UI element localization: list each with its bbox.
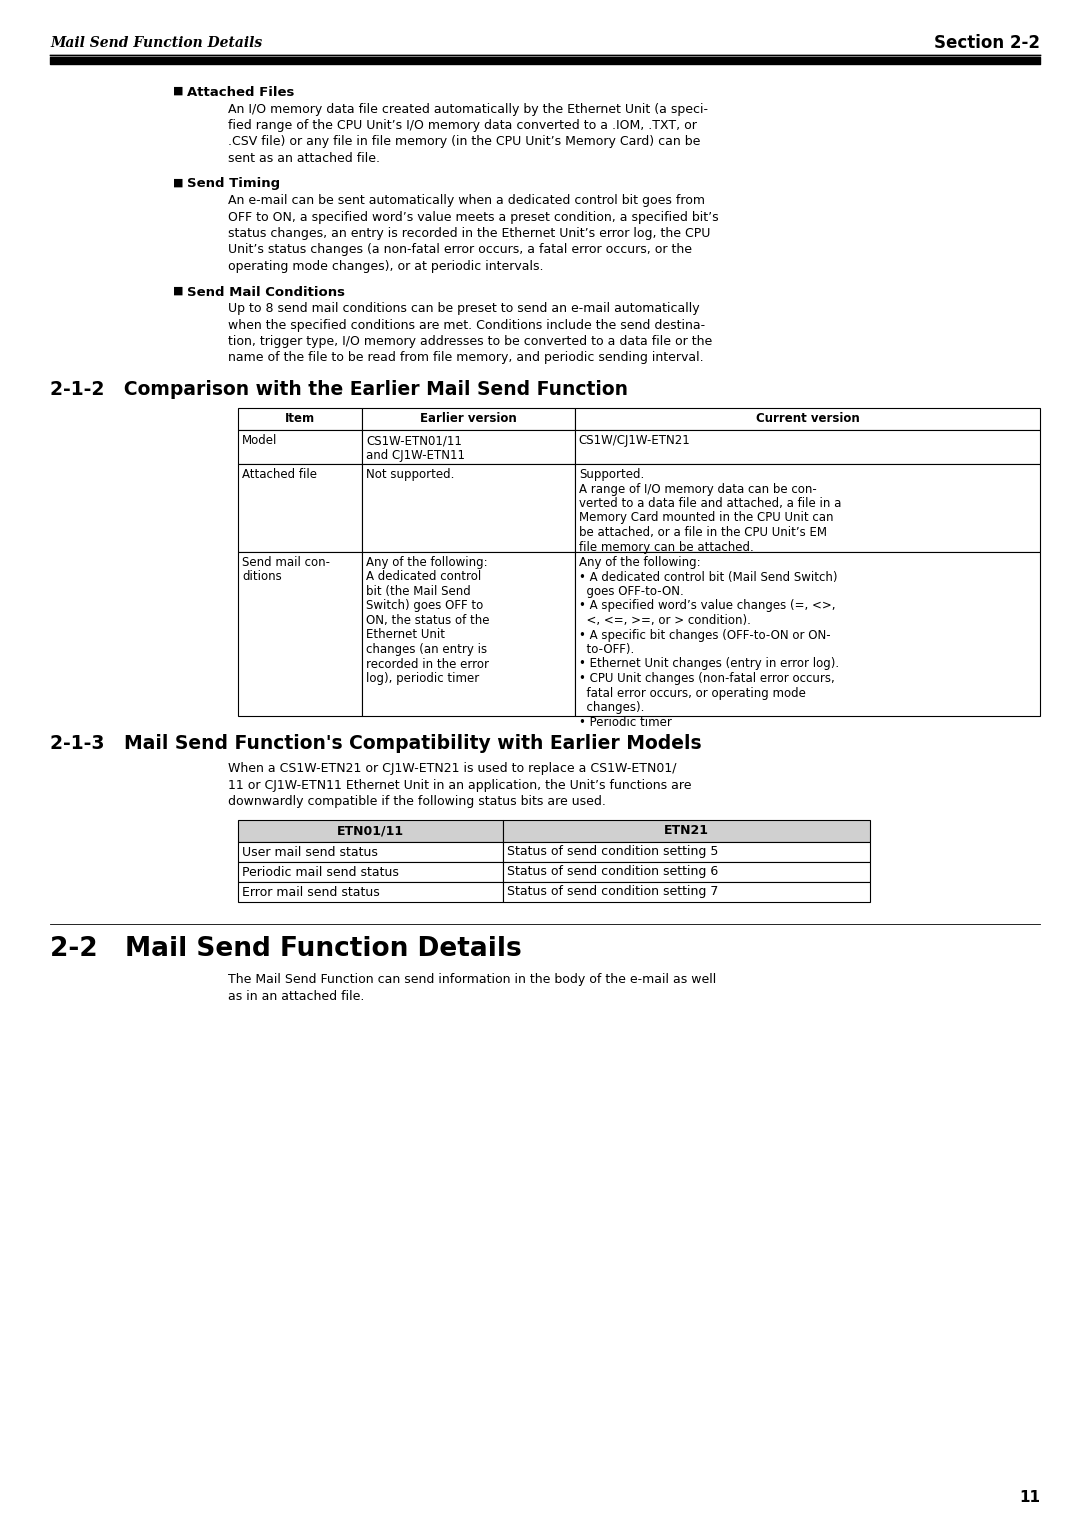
Text: Any of the following:: Any of the following: bbox=[366, 556, 488, 568]
Text: fied range of the CPU Unit’s I/O memory data converted to a .IOM, .TXT, or: fied range of the CPU Unit’s I/O memory … bbox=[228, 119, 697, 131]
Bar bbox=[238, 819, 503, 842]
Text: Switch) goes OFF to: Switch) goes OFF to bbox=[366, 599, 484, 613]
Text: Earlier version: Earlier version bbox=[420, 413, 517, 425]
Bar bbox=[238, 465, 362, 552]
Text: 11 or CJ1W-ETN11 Ethernet Unit in an application, the Unit’s functions are: 11 or CJ1W-ETN11 Ethernet Unit in an app… bbox=[228, 778, 691, 792]
Bar bbox=[238, 408, 362, 429]
Text: Error mail send status: Error mail send status bbox=[242, 886, 380, 898]
Text: • Periodic timer: • Periodic timer bbox=[579, 715, 672, 729]
Text: Send Mail Conditions: Send Mail Conditions bbox=[187, 286, 345, 298]
Bar bbox=[503, 862, 870, 882]
Text: • A specified word’s value changes (=, <>,: • A specified word’s value changes (=, <… bbox=[579, 599, 835, 613]
Text: sent as an attached file.: sent as an attached file. bbox=[228, 151, 380, 165]
Text: Section 2-2: Section 2-2 bbox=[934, 34, 1040, 52]
Bar bbox=[238, 552, 362, 717]
Text: ON, the status of the: ON, the status of the bbox=[366, 614, 490, 626]
Text: Unit’s status changes (a non-fatal error occurs, a fatal error occurs, or the: Unit’s status changes (a non-fatal error… bbox=[228, 243, 692, 257]
Text: file memory can be attached.: file memory can be attached. bbox=[579, 541, 754, 553]
Text: Item: Item bbox=[285, 413, 315, 425]
Text: tion, trigger type, I/O memory addresses to be converted to a data file or the: tion, trigger type, I/O memory addresses… bbox=[228, 335, 712, 348]
Text: 2-2   Mail Send Function Details: 2-2 Mail Send Function Details bbox=[50, 935, 522, 961]
Text: Status of send condition setting 5: Status of send condition setting 5 bbox=[508, 845, 719, 859]
Text: <, <=, >=, or > condition).: <, <=, >=, or > condition). bbox=[579, 614, 751, 626]
Text: changes (an entry is: changes (an entry is bbox=[366, 643, 487, 656]
Text: • CPU Unit changes (non-fatal error occurs,: • CPU Unit changes (non-fatal error occu… bbox=[579, 672, 835, 685]
Bar bbox=[238, 429, 362, 465]
Text: .CSV file) or any file in file memory (in the CPU Unit’s Memory Card) can be: .CSV file) or any file in file memory (i… bbox=[228, 136, 700, 148]
Text: Send mail con-: Send mail con- bbox=[242, 556, 330, 568]
Text: ■: ■ bbox=[173, 177, 183, 188]
Text: log), periodic timer: log), periodic timer bbox=[366, 672, 480, 685]
Text: Memory Card mounted in the CPU Unit can: Memory Card mounted in the CPU Unit can bbox=[579, 512, 834, 524]
Text: Mail Send Function Details: Mail Send Function Details bbox=[50, 37, 262, 50]
Text: The Mail Send Function can send information in the body of the e-mail as well: The Mail Send Function can send informat… bbox=[228, 973, 716, 987]
Text: Send Timing: Send Timing bbox=[187, 177, 280, 191]
Text: fatal error occurs, or operating mode: fatal error occurs, or operating mode bbox=[579, 686, 806, 700]
Text: bit (the Mail Send: bit (the Mail Send bbox=[366, 585, 471, 597]
Text: ■: ■ bbox=[173, 86, 183, 96]
Text: CS1W/CJ1W-ETN21: CS1W/CJ1W-ETN21 bbox=[579, 434, 690, 448]
Text: Not supported.: Not supported. bbox=[366, 468, 455, 481]
Bar bbox=[503, 819, 870, 842]
Text: 11: 11 bbox=[1020, 1490, 1040, 1505]
Text: When a CS1W-ETN21 or CJ1W-ETN21 is used to replace a CS1W-ETN01/: When a CS1W-ETN21 or CJ1W-ETN21 is used … bbox=[228, 762, 676, 775]
Bar bbox=[238, 882, 503, 902]
Text: CS1W-ETN01/11: CS1W-ETN01/11 bbox=[366, 434, 462, 448]
Bar bbox=[575, 429, 1040, 465]
Bar bbox=[503, 842, 870, 862]
Bar bbox=[575, 552, 1040, 717]
Bar bbox=[238, 842, 503, 862]
Text: and CJ1W-ETN11: and CJ1W-ETN11 bbox=[366, 449, 465, 461]
Text: • Ethernet Unit changes (entry in error log).: • Ethernet Unit changes (entry in error … bbox=[579, 657, 839, 671]
Text: ditions: ditions bbox=[242, 570, 282, 584]
Text: • A specific bit changes (OFF-to-ON or ON-: • A specific bit changes (OFF-to-ON or O… bbox=[579, 628, 831, 642]
Text: A range of I/O memory data can be con-: A range of I/O memory data can be con- bbox=[579, 483, 816, 495]
Bar bbox=[362, 408, 575, 429]
Text: verted to a data file and attached, a file in a: verted to a data file and attached, a fi… bbox=[579, 497, 841, 510]
Bar bbox=[575, 465, 1040, 552]
Text: ETN21: ETN21 bbox=[664, 824, 710, 837]
Text: 2-1-2   Comparison with the Earlier Mail Send Function: 2-1-2 Comparison with the Earlier Mail S… bbox=[50, 380, 627, 399]
Text: Up to 8 send mail conditions can be preset to send an e-mail automatically: Up to 8 send mail conditions can be pres… bbox=[228, 303, 700, 315]
Text: Status of send condition setting 6: Status of send condition setting 6 bbox=[508, 865, 718, 879]
Text: Current version: Current version bbox=[756, 413, 860, 425]
Text: 2-1-3   Mail Send Function's Compatibility with Earlier Models: 2-1-3 Mail Send Function's Compatibility… bbox=[50, 733, 702, 753]
Bar bbox=[238, 862, 503, 882]
Text: Ethernet Unit: Ethernet Unit bbox=[366, 628, 445, 642]
Text: as in an attached file.: as in an attached file. bbox=[228, 990, 364, 1002]
Text: • A dedicated control bit (Mail Send Switch): • A dedicated control bit (Mail Send Swi… bbox=[579, 570, 837, 584]
Text: Status of send condition setting 7: Status of send condition setting 7 bbox=[508, 886, 719, 898]
Text: when the specified conditions are met. Conditions include the send destina-: when the specified conditions are met. C… bbox=[228, 318, 705, 332]
Text: name of the file to be read from file memory, and periodic sending interval.: name of the file to be read from file me… bbox=[228, 351, 704, 365]
Text: Model: Model bbox=[242, 434, 278, 448]
Text: Periodic mail send status: Periodic mail send status bbox=[242, 865, 399, 879]
Text: OFF to ON, a specified word’s value meets a preset condition, a specified bit’s: OFF to ON, a specified word’s value meet… bbox=[228, 211, 718, 223]
Text: ETN01/11: ETN01/11 bbox=[337, 824, 404, 837]
Bar bbox=[575, 408, 1040, 429]
Text: ■: ■ bbox=[173, 286, 183, 295]
Text: Supported.: Supported. bbox=[579, 468, 644, 481]
Text: An e-mail can be sent automatically when a dedicated control bit goes from: An e-mail can be sent automatically when… bbox=[228, 194, 705, 206]
Text: changes).: changes). bbox=[579, 701, 644, 714]
Text: downwardly compatible if the following status bits are used.: downwardly compatible if the following s… bbox=[228, 795, 606, 808]
Text: operating mode changes), or at periodic intervals.: operating mode changes), or at periodic … bbox=[228, 260, 543, 274]
Bar bbox=[362, 465, 575, 552]
Text: User mail send status: User mail send status bbox=[242, 845, 378, 859]
Text: recorded in the error: recorded in the error bbox=[366, 657, 489, 671]
Text: status changes, an entry is recorded in the Ethernet Unit’s error log, the CPU: status changes, an entry is recorded in … bbox=[228, 228, 711, 240]
Text: An I/O memory data file created automatically by the Ethernet Unit (a speci-: An I/O memory data file created automati… bbox=[228, 102, 708, 116]
Text: Any of the following:: Any of the following: bbox=[579, 556, 701, 568]
Text: A dedicated control: A dedicated control bbox=[366, 570, 482, 584]
Text: Attached Files: Attached Files bbox=[187, 86, 295, 99]
Text: Attached file: Attached file bbox=[242, 468, 318, 481]
Text: to-OFF).: to-OFF). bbox=[579, 643, 634, 656]
Bar bbox=[503, 882, 870, 902]
Bar bbox=[362, 552, 575, 717]
Text: be attached, or a file in the CPU Unit’s EM: be attached, or a file in the CPU Unit’s… bbox=[579, 526, 827, 539]
Bar bbox=[362, 429, 575, 465]
Text: goes OFF-to-ON.: goes OFF-to-ON. bbox=[579, 585, 684, 597]
